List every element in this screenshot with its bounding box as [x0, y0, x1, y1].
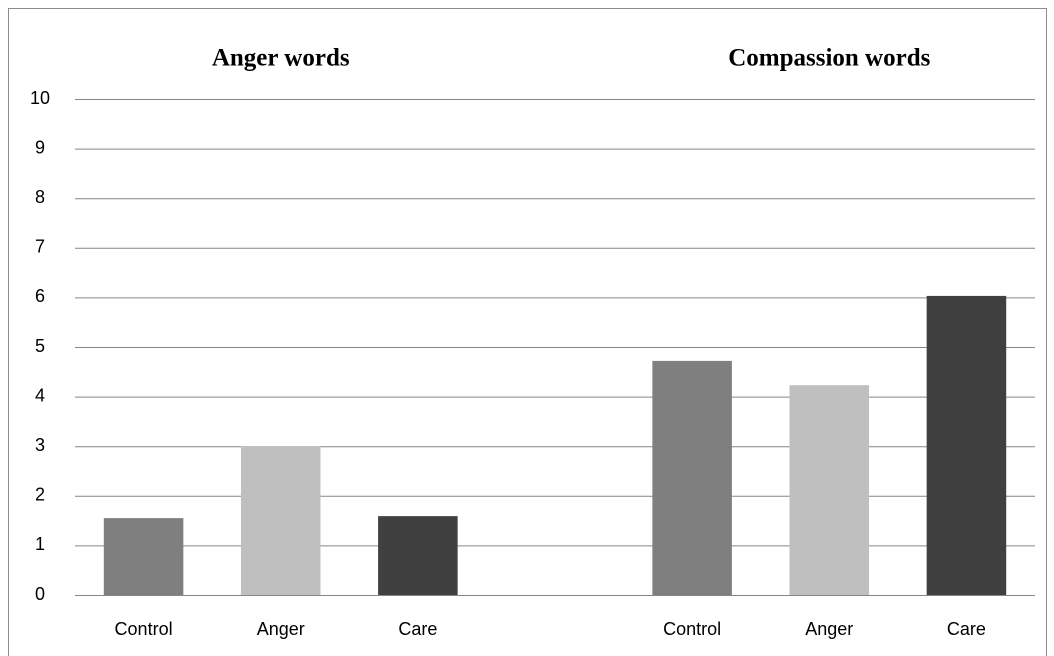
y-tick-label: 1 [35, 534, 45, 554]
y-tick-label: 6 [35, 286, 45, 306]
y-tick-label: 4 [35, 385, 45, 405]
x-tick-label: Care [398, 619, 437, 639]
y-tick-label: 3 [35, 435, 45, 455]
bar [789, 385, 870, 595]
x-tick-label: Anger [805, 619, 853, 639]
y-tick-label: 5 [35, 336, 45, 356]
y-tick-label: 0 [35, 584, 45, 604]
y-tick-label: 2 [35, 485, 45, 505]
bar [240, 446, 321, 595]
y-tick-label: 9 [35, 137, 45, 157]
x-tick-label: Control [115, 619, 173, 639]
bar [103, 518, 184, 595]
x-tick-label: Anger [257, 619, 305, 639]
group-title: Compassion words [728, 45, 930, 72]
x-tick-label: Control [663, 619, 721, 639]
bar [378, 516, 458, 595]
y-tick-label: 10 [30, 88, 50, 108]
x-tick-label: Care [947, 619, 986, 639]
bar [926, 295, 1007, 595]
y-tick-label: 8 [35, 187, 45, 207]
y-tick-label: 7 [35, 237, 45, 257]
group-title: Anger words [212, 45, 350, 72]
bar [652, 360, 732, 595]
